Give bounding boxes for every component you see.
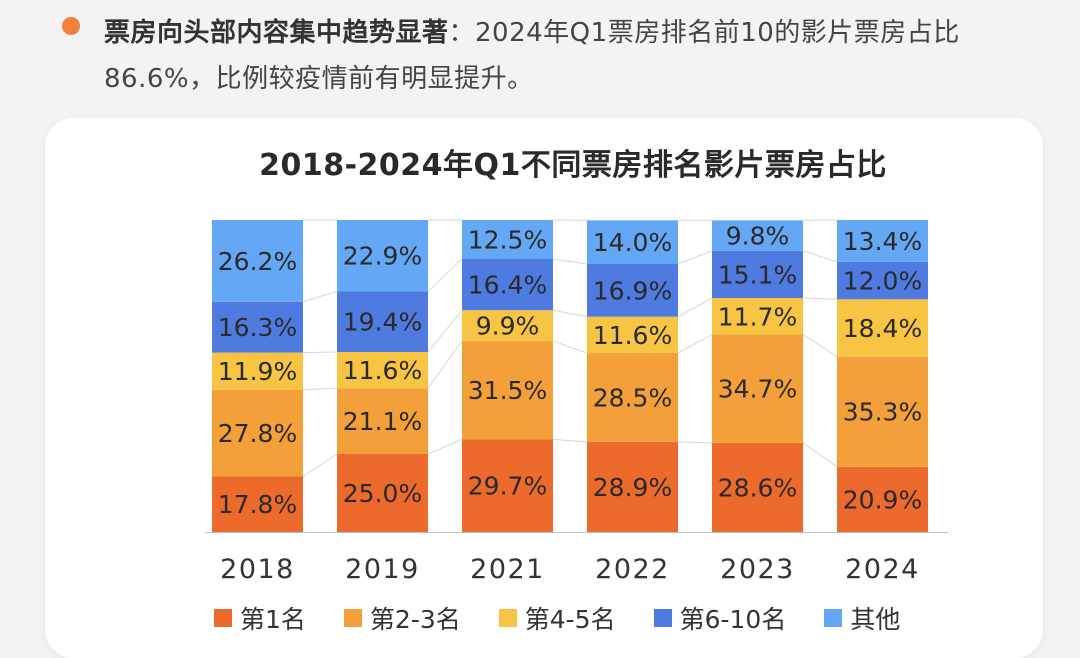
legend-item: 第6-10名 xyxy=(654,600,787,636)
data-label: 29.7% xyxy=(468,472,547,501)
connector-line xyxy=(553,341,587,353)
connector-line xyxy=(303,454,337,476)
data-label: 26.2% xyxy=(218,247,297,276)
data-label: 35.3% xyxy=(843,398,922,427)
connector-line xyxy=(303,352,337,353)
data-label: 11.7% xyxy=(718,302,797,331)
connector-line xyxy=(678,335,712,353)
data-label: 16.4% xyxy=(468,271,547,300)
legend-swatch xyxy=(824,609,842,627)
data-label: 16.3% xyxy=(218,313,297,342)
connector-line xyxy=(803,251,837,262)
data-label: 11.9% xyxy=(218,357,297,386)
legend-swatch xyxy=(344,609,362,627)
x-tick-label: 2018 xyxy=(220,554,295,585)
data-label: 20.9% xyxy=(843,485,922,514)
connector-line xyxy=(428,310,462,352)
legend-label: 第1名 xyxy=(240,600,306,636)
data-label: 19.4% xyxy=(343,308,422,337)
connector-line xyxy=(678,251,712,264)
data-label: 27.8% xyxy=(218,419,297,448)
connector-line xyxy=(303,388,337,390)
stacked-bar-chart: 17.8% 27.8% 11.9% 16.3% 26.2% 2018 25.0% 21.1% 1… xyxy=(0,0,1080,636)
legend-label: 第2-3名 xyxy=(370,600,461,636)
data-label: 9.8% xyxy=(726,222,790,251)
data-label: 15.1% xyxy=(718,260,797,289)
x-tick-label: 2024 xyxy=(845,554,920,585)
data-label: 31.5% xyxy=(468,376,547,405)
x-tick-label: 2023 xyxy=(720,554,795,585)
connector-line xyxy=(428,341,462,388)
x-tick-label: 2021 xyxy=(470,554,545,585)
legend-item: 其他 xyxy=(824,600,900,636)
connector-line xyxy=(678,442,712,443)
connector-line xyxy=(803,335,837,357)
connector-line xyxy=(678,298,712,317)
chart-legend: 第1名 第2-3名 第4-5名 第6-10名 其他 xyxy=(214,598,900,638)
data-label: 9.9% xyxy=(476,312,540,341)
connector-line xyxy=(803,298,837,299)
data-label: 11.6% xyxy=(343,356,422,385)
data-label: 11.6% xyxy=(593,321,672,350)
data-label: 25.0% xyxy=(343,479,422,508)
data-label: 16.9% xyxy=(593,276,672,305)
legend-item: 第1名 xyxy=(214,600,306,636)
connector-line xyxy=(428,259,462,291)
legend-swatch xyxy=(654,609,672,627)
x-tick-label: 2022 xyxy=(595,554,670,585)
data-label: 28.6% xyxy=(718,473,797,502)
legend-item: 第2-3名 xyxy=(344,600,461,636)
connector-line xyxy=(803,443,837,467)
legend-swatch xyxy=(214,609,232,627)
legend-label: 第4-5名 xyxy=(525,600,616,636)
data-label: 34.7% xyxy=(718,375,797,404)
legend-swatch xyxy=(499,609,517,627)
connector-line xyxy=(553,259,587,264)
connector-line xyxy=(553,310,587,317)
connector-line xyxy=(428,439,462,454)
data-label: 18.4% xyxy=(843,314,922,343)
x-tick-label: 2019 xyxy=(345,554,420,585)
data-label: 28.9% xyxy=(593,473,672,502)
data-label: 21.1% xyxy=(343,407,422,436)
data-label: 12.5% xyxy=(468,226,547,255)
legend-label: 其他 xyxy=(850,600,900,636)
connector-line xyxy=(553,439,587,441)
data-label: 13.4% xyxy=(843,227,922,256)
data-label: 28.5% xyxy=(593,383,672,412)
data-label: 17.8% xyxy=(218,490,297,519)
legend-item: 第4-5名 xyxy=(499,600,616,636)
data-label: 14.0% xyxy=(593,228,672,257)
legend-label: 第6-10名 xyxy=(680,600,787,636)
data-label: 12.0% xyxy=(843,267,922,296)
data-label: 22.9% xyxy=(343,242,422,271)
connector-line xyxy=(303,291,337,301)
